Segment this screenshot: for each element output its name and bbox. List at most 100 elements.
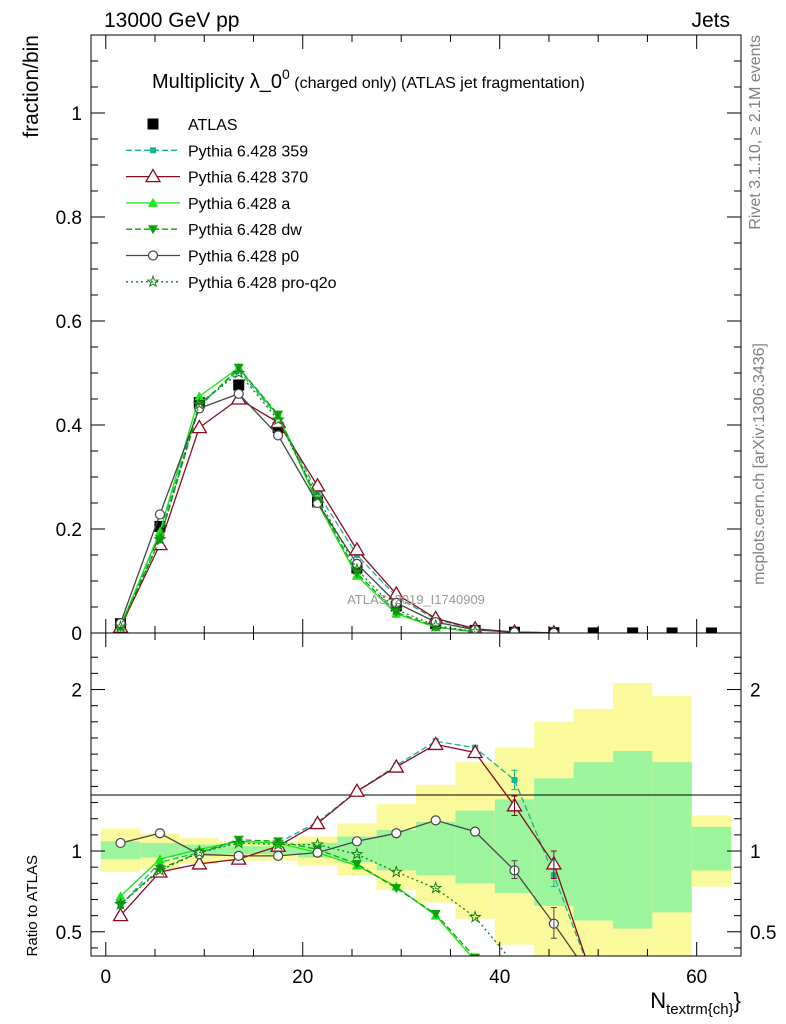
green-band-bin — [691, 826, 732, 871]
ratio-point-pq2o — [192, 845, 207, 859]
legend-marker-pp0 — [147, 250, 159, 261]
main-point-pq2o — [271, 412, 285, 426]
legend-label-p359: Pythia 6.428 359 — [188, 143, 308, 160]
ratio-point-pq2o — [153, 863, 167, 877]
ratio-plot-frame — [90, 632, 742, 957]
green-band-bin — [612, 750, 653, 929]
plot-title: Multiplicity λ_00 (charged only) (ATLAS … — [152, 66, 585, 93]
main-series-layer — [112, 362, 717, 633]
axis-ticks: 0 0.2 0.4 0.6 0.8 1 0 20 40 60 0.5 0.5 1 1 2 2 — [56, 35, 776, 988]
main-point-pq2o — [310, 489, 325, 503]
main-point-pq2o — [389, 602, 403, 616]
legend-label-pp0: Pythia 6.428 p0 — [188, 249, 299, 266]
ratio-point-p370 — [112, 907, 129, 922]
ratio-point-pq2o — [310, 837, 325, 851]
ratio-y-tick-label-left: 1 — [71, 842, 82, 863]
ratio-point-pp0 — [351, 836, 363, 847]
green-band-bin — [140, 842, 180, 858]
main-point-pp0 — [273, 430, 284, 441]
main-point-pp0 — [154, 509, 166, 520]
ratio-point-pq2o — [468, 910, 482, 923]
legend-label-pq2o: Pythia 6.428 pro-q2o — [188, 275, 337, 292]
main-point-p370 — [191, 419, 208, 434]
main-y-tick-label: 0.2 — [56, 520, 82, 541]
ratio-y-axis-label: Ratio to ATLAS — [24, 855, 41, 956]
main-y-tick-label: 0.6 — [56, 312, 82, 333]
mcplots-citation-label: mcplots.cern.ch [arXiv:1306.3436] — [751, 343, 768, 585]
main-point-atlas — [627, 627, 639, 633]
ratio-point-pdw — [351, 859, 362, 869]
ratio-series-layer — [112, 736, 600, 985]
green-band-bin — [455, 810, 495, 884]
ratio-point-pq2o — [509, 959, 519, 969]
ratio-point-pq2o — [350, 847, 364, 860]
ratio-point-pp0 — [391, 828, 402, 839]
legend-marker-pa — [148, 197, 158, 207]
ratio-point-pdw — [430, 910, 441, 920]
main-line-pa — [119, 366, 476, 633]
main-point-pq2o — [468, 624, 482, 633]
ratio-point-p370 — [191, 855, 208, 870]
ratio-point-pdw — [154, 864, 165, 874]
ratio-point-p359 — [590, 977, 596, 983]
ratio-point-p370 — [348, 782, 366, 797]
ratio-uncertainty-bands — [100, 683, 732, 956]
ratio-y-tick-label-left: 2 — [71, 681, 82, 702]
main-y-tick-label: 0.8 — [56, 208, 82, 229]
main-point-atlas — [705, 627, 717, 633]
ratio-point-pdw — [233, 835, 244, 845]
ratio-point-pp0 — [233, 850, 244, 861]
ratio-y-tick-label-right: 1 — [750, 842, 761, 863]
main-y-tick-label: 1 — [71, 104, 82, 125]
ratio-point-pq2o — [113, 897, 128, 911]
main-point-atlas — [587, 627, 599, 633]
ratio-line-pq2o — [120, 842, 509, 956]
ratio-point-pdw — [470, 953, 481, 956]
x-tick-label: 0 — [100, 967, 111, 988]
legend-marker-p359 — [150, 147, 156, 154]
ratio-point-pq2o — [429, 881, 443, 894]
legend-marker-atlas — [147, 118, 159, 130]
ratio-point-pdw — [391, 884, 402, 894]
green-band-bin — [416, 821, 456, 876]
main-point-atlas — [154, 520, 166, 532]
ratio-point-pp0 — [115, 837, 126, 849]
ratio-point-pa — [154, 854, 165, 864]
main-point-pq2o — [350, 562, 364, 576]
main-y-axis-label: fraction/bin — [20, 35, 43, 138]
legend-label-atlas: ATLAS — [188, 117, 238, 134]
analysis-watermark: ATLAS_2019_I1740909 — [347, 592, 485, 607]
main-line-pp0 — [119, 393, 554, 633]
main-point-pq2o — [113, 619, 128, 633]
main-y-tick-label: 0.4 — [56, 416, 83, 437]
ratio-point-pp0 — [312, 847, 323, 858]
main-point-pp0 — [509, 627, 520, 633]
main-point-atlas — [233, 379, 245, 391]
ratio-y-tick-label-right: 0.5 — [750, 923, 776, 944]
main-point-pp0 — [233, 388, 244, 399]
ratio-y-tick-label-right: 2 — [750, 681, 761, 702]
ratio-point-pq2o — [389, 864, 403, 878]
main-point-p370 — [348, 541, 366, 556]
legend-label-pdw: Pythia 6.428 dw — [188, 222, 302, 239]
ratio-point-pdw — [273, 837, 284, 847]
ratio-point-pp0 — [469, 826, 481, 837]
main-point-pq2o — [192, 397, 207, 410]
main-point-pq2o — [429, 618, 443, 632]
ratio-point-pq2o — [271, 837, 285, 851]
legend-marker-p370 — [144, 168, 162, 183]
main-line-p370 — [119, 398, 554, 633]
green-band-bin — [652, 762, 692, 913]
ratio-point-p370 — [586, 973, 600, 985]
ratio-point-p370 — [427, 736, 444, 751]
ratio-point-pa — [115, 891, 126, 901]
ratio-y-tick-label-left: 0.5 — [56, 923, 82, 944]
green-band-bin — [100, 841, 141, 860]
ratio-point-p370 — [388, 758, 405, 773]
main-point-pq2o — [153, 532, 167, 546]
green-band-bin — [573, 762, 613, 921]
legend-label-p370: Pythia 6.428 370 — [188, 170, 308, 187]
ratio-point-pp0 — [589, 976, 598, 985]
main-line-pq2o — [119, 372, 476, 633]
